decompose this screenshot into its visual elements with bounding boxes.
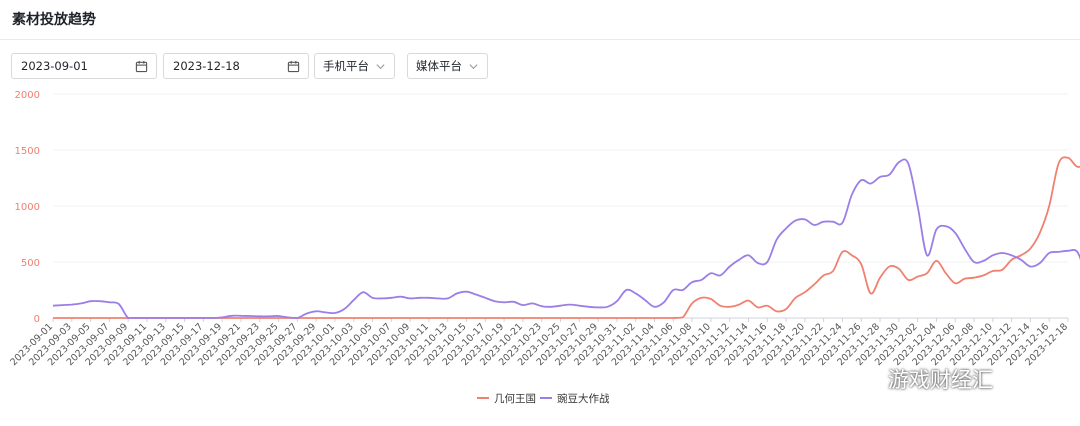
end-date-value: 2023-12-18 — [173, 59, 240, 73]
chevron-down-icon — [375, 61, 386, 72]
y-tick-label: 2000 — [15, 90, 40, 101]
series-line-2 — [52, 158, 1080, 319]
chevron-down-icon — [468, 61, 479, 72]
start-date-picker[interactable]: 2023-09-01 — [11, 53, 157, 79]
wechat-icon — [856, 368, 882, 390]
calendar-icon — [135, 60, 148, 73]
page-title: 素材投放趋势 — [12, 12, 96, 28]
watermark: 游戏财经汇 — [856, 364, 993, 394]
trend-chart: 05001000150020002023-09-012023-09-032023… — [8, 90, 1080, 405]
legend-label: 豌豆大作战 — [557, 392, 610, 405]
header-divider — [0, 39, 1080, 40]
platform-select-value: 手机平台 — [323, 59, 369, 73]
series-line-1 — [53, 156, 1080, 319]
legend-label: 几何王国 — [494, 392, 536, 405]
y-tick-label: 1000 — [15, 202, 40, 213]
media-select-value: 媒体平台 — [416, 59, 462, 73]
platform-select[interactable]: 手机平台 — [314, 53, 395, 79]
media-select[interactable]: 媒体平台 — [407, 53, 488, 79]
start-date-value: 2023-09-01 — [21, 59, 88, 73]
y-tick-label: 500 — [21, 258, 40, 269]
end-date-picker[interactable]: 2023-12-18 — [163, 53, 309, 79]
y-tick-label: 0 — [34, 314, 40, 325]
y-tick-label: 1500 — [15, 146, 40, 157]
calendar-icon — [287, 60, 300, 73]
watermark-text: 游戏财经汇 — [888, 368, 993, 392]
